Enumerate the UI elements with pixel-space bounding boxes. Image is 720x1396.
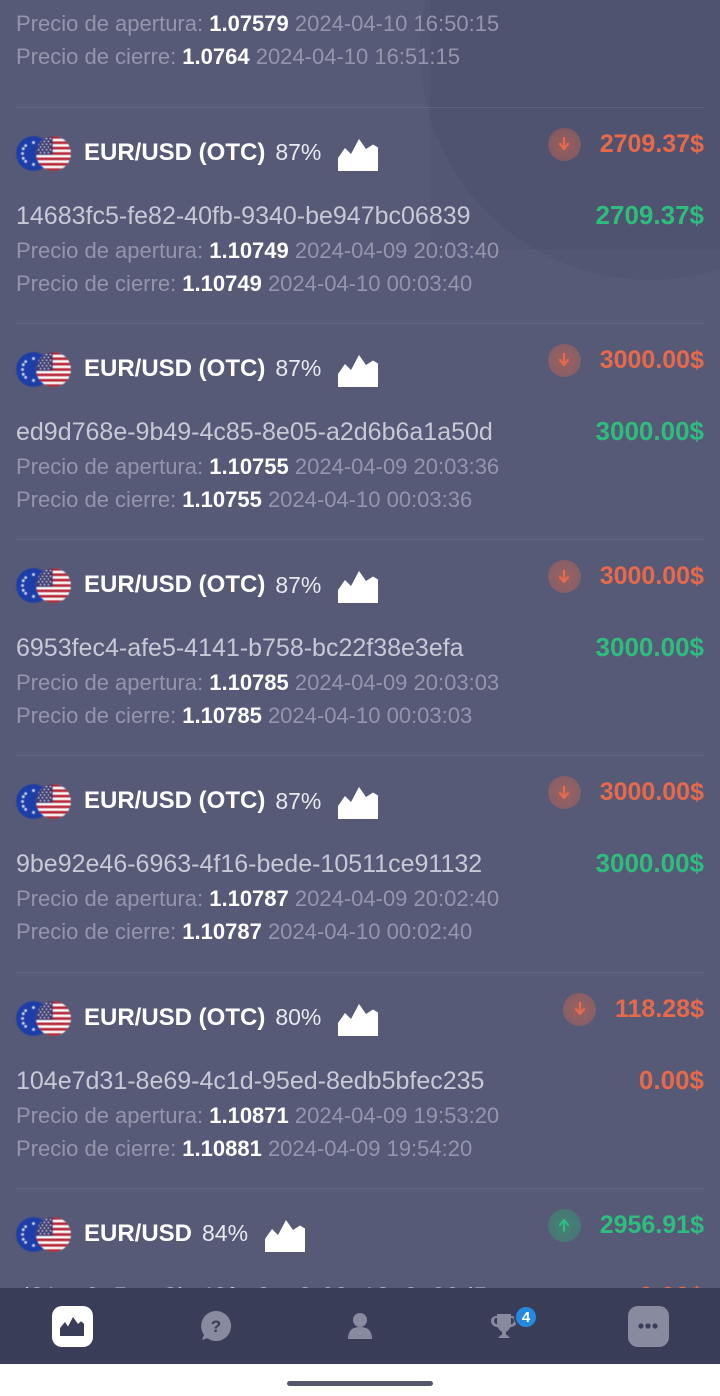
svg-text:?: ?	[211, 1317, 221, 1336]
